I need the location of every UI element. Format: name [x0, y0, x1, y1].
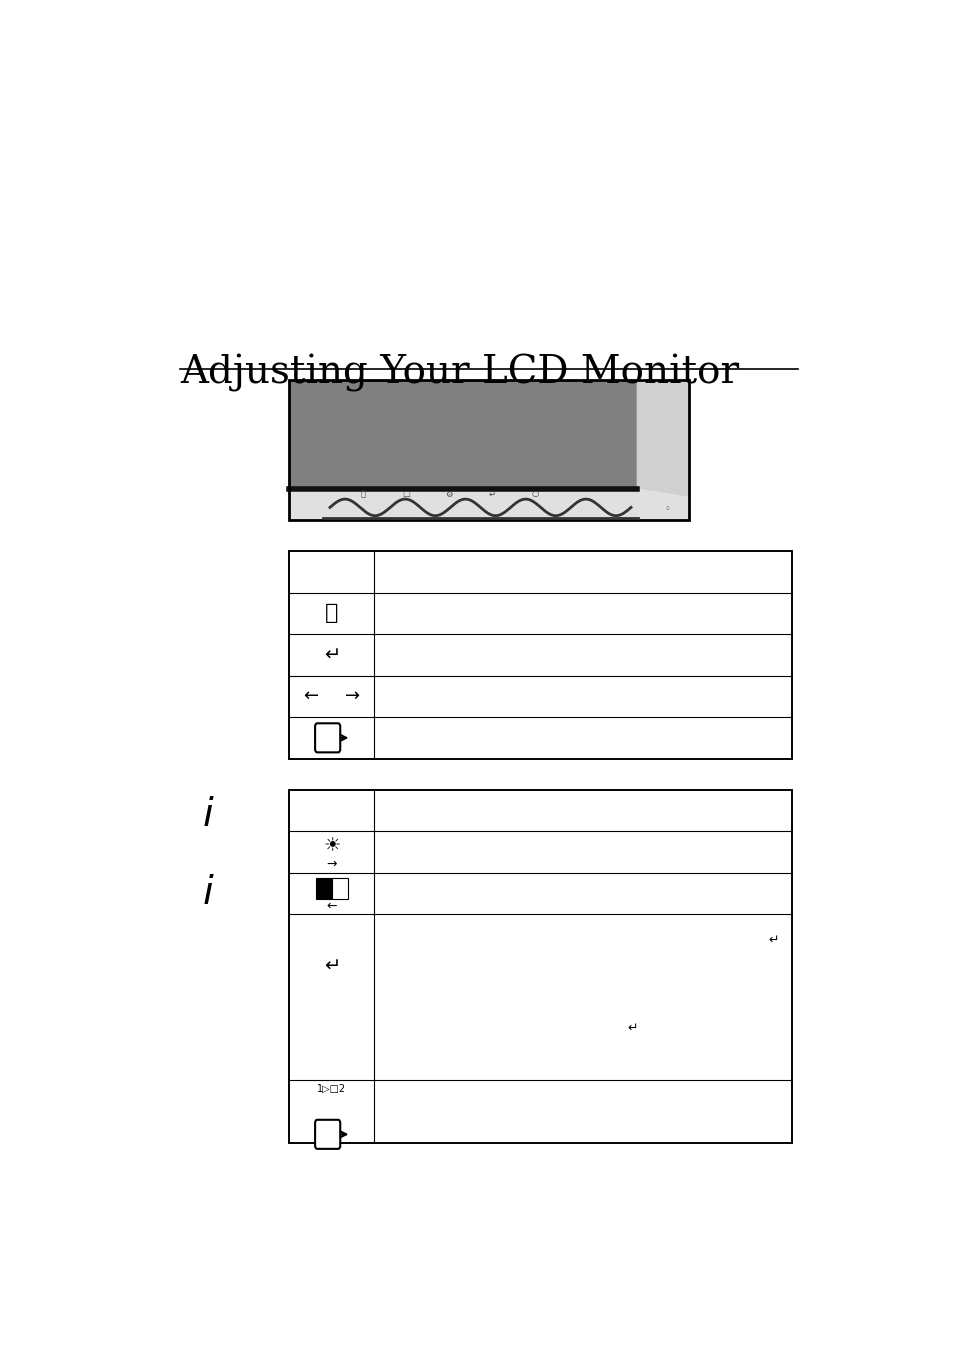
- Text: $\it{i}$: $\it{i}$: [201, 875, 214, 913]
- Text: ↵: ↵: [488, 489, 495, 499]
- Text: →: →: [345, 687, 359, 705]
- Polygon shape: [636, 380, 688, 497]
- Text: ⎈: ⎈: [360, 489, 365, 499]
- Text: ↵: ↵: [323, 957, 339, 976]
- Text: ↵: ↵: [323, 646, 339, 665]
- Text: Adjusting Your LCD Monitor: Adjusting Your LCD Monitor: [180, 353, 739, 392]
- Bar: [289, 790, 791, 1143]
- Polygon shape: [289, 380, 636, 489]
- Text: ←: ←: [303, 687, 318, 705]
- Text: ☀: ☀: [323, 836, 340, 855]
- Text: 1▷□2: 1▷□2: [317, 1084, 346, 1093]
- Text: □: □: [402, 489, 410, 499]
- Text: →: →: [326, 857, 336, 871]
- Bar: [332, 878, 348, 899]
- Bar: [289, 790, 791, 1143]
- FancyBboxPatch shape: [314, 724, 340, 752]
- Bar: [289, 551, 791, 759]
- FancyBboxPatch shape: [314, 1120, 340, 1148]
- Bar: [315, 878, 332, 899]
- Polygon shape: [289, 489, 688, 520]
- Bar: [289, 551, 791, 759]
- Text: ↵: ↵: [767, 934, 778, 946]
- Text: ○: ○: [531, 489, 537, 499]
- Text: ⏻: ⏻: [325, 604, 338, 623]
- Text: ←: ←: [326, 899, 336, 913]
- Text: $\it{i}$: $\it{i}$: [201, 797, 214, 834]
- Text: ⚙: ⚙: [445, 489, 453, 499]
- Text: ↵: ↵: [627, 1022, 638, 1035]
- Text: ◦: ◦: [663, 504, 669, 515]
